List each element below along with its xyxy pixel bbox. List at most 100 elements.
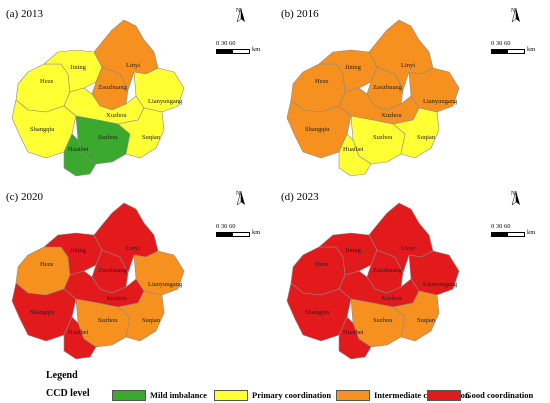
city-label-lianyungang: Lianyungang bbox=[148, 281, 183, 288]
region-suqian bbox=[392, 107, 440, 159]
legend-item-intermediate: Intermediate coordination bbox=[336, 389, 470, 401]
city-label-jining: Jining bbox=[345, 64, 361, 71]
scale-numbers: 0 30 60 bbox=[216, 40, 236, 47]
city-label-suzhou: Suzhou bbox=[373, 317, 393, 324]
city-label-huaibei: Huaibei bbox=[343, 329, 364, 336]
region-heze bbox=[290, 63, 346, 113]
city-label-zaozhuang: Zaozhuang bbox=[98, 267, 127, 274]
north-label: N bbox=[511, 8, 516, 14]
city-label-lianyungang: Lianyungang bbox=[423, 98, 458, 105]
legend-label-good: Good coordination bbox=[465, 390, 534, 400]
scale-unit: km bbox=[252, 46, 261, 53]
city-label-lianyungang: Lianyungang bbox=[148, 98, 183, 105]
region-map bbox=[11, 202, 185, 360]
city-label-suqian: Suqian bbox=[142, 317, 161, 324]
city-label-jining: Jining bbox=[70, 64, 86, 71]
region-linyi bbox=[93, 19, 159, 91]
city-label-xuzhou: Xuzhou bbox=[381, 112, 402, 119]
city-label-suqian: Suqian bbox=[417, 317, 436, 324]
legend-label-intermediate: Intermediate coordination bbox=[374, 390, 470, 400]
scale-numbers: 0 30 60 bbox=[491, 223, 511, 230]
north-arrow-icon: N bbox=[511, 8, 520, 23]
region-huaibei bbox=[338, 133, 372, 177]
legend-swatch-good bbox=[427, 389, 461, 401]
region-map bbox=[286, 202, 460, 360]
map-panel-2020: (c) 2020 Heze Jining Linyi Zaozhuang Lianyung… bbox=[0, 183, 275, 366]
city-label-linyi: Linyi bbox=[126, 245, 141, 252]
north-arrow-icon: N bbox=[236, 8, 245, 23]
north-arrow-shape bbox=[511, 8, 520, 23]
city-label-suqian: Suqian bbox=[417, 134, 436, 141]
legend-subtitle: CCD level bbox=[46, 388, 90, 399]
map-panel-2023: (d) 2023 Heze Jining Linyi Zaozhuang Lianyung… bbox=[275, 183, 550, 366]
region-lianyungang bbox=[133, 67, 185, 113]
north-label: N bbox=[236, 8, 241, 14]
panel-title: (d) 2023 bbox=[281, 191, 319, 203]
city-label-heze: Heze bbox=[40, 261, 54, 268]
legend-item-primary: Primary coordination bbox=[214, 389, 331, 401]
city-label-xuzhou: Xuzhou bbox=[106, 112, 127, 119]
region-linyi bbox=[368, 202, 434, 274]
panel-title: (b) 2016 bbox=[281, 8, 319, 20]
map-panel-2013: (a) 2013 Heze Jining Linyi Zaozhuang Lianyung… bbox=[0, 0, 275, 183]
city-label-heze: Heze bbox=[315, 261, 329, 268]
city-label-heze: Heze bbox=[315, 78, 329, 85]
legend-label-primary: Primary coordination bbox=[252, 390, 332, 400]
region-huaibei bbox=[338, 316, 372, 360]
map-panel-2016: (b) 2016 Heze Jining Linyi Zaozhuang Lianyung… bbox=[275, 0, 550, 183]
city-label-huaibei: Huaibei bbox=[68, 146, 89, 153]
city-label-zaozhuang: Zaozhuang bbox=[373, 84, 402, 91]
legend-label-mild: Mild imbalance bbox=[150, 390, 207, 400]
scale-unit: km bbox=[252, 229, 261, 236]
city-label-suzhou: Suzhou bbox=[98, 317, 118, 324]
region-huaibei bbox=[63, 133, 97, 177]
region-suqian bbox=[392, 290, 440, 342]
scale-bar bbox=[216, 49, 250, 54]
region-heze bbox=[290, 246, 346, 296]
scale-unit: km bbox=[527, 229, 536, 236]
region-lianyungang bbox=[408, 67, 460, 113]
city-label-linyi: Linyi bbox=[401, 62, 416, 69]
region-suqian bbox=[117, 107, 165, 159]
north-arrow-shape bbox=[236, 8, 245, 23]
region-heze bbox=[15, 246, 71, 296]
city-label-linyi: Linyi bbox=[126, 62, 141, 69]
scale-bar bbox=[216, 232, 250, 237]
north-arrow-shape bbox=[511, 191, 520, 206]
city-label-heze: Heze bbox=[40, 78, 54, 85]
region-lianyungang bbox=[133, 250, 185, 296]
region-map bbox=[286, 19, 460, 177]
panel-title: (c) 2020 bbox=[6, 191, 43, 203]
city-label-shangqiu: Shangqiu bbox=[305, 126, 330, 133]
legend-swatch-mild bbox=[112, 389, 146, 401]
region-suqian bbox=[117, 290, 165, 342]
city-label-jining: Jining bbox=[345, 247, 361, 254]
legend-item-good: Good coordination bbox=[427, 389, 533, 401]
region-linyi bbox=[93, 202, 159, 274]
city-label-jining: Jining bbox=[70, 247, 86, 254]
scale-bar bbox=[491, 49, 525, 54]
north-label: N bbox=[236, 191, 241, 197]
city-label-suzhou: Suzhou bbox=[98, 134, 118, 141]
region-map bbox=[11, 19, 185, 177]
legend-swatch-intermediate bbox=[336, 389, 370, 401]
city-label-huaibei: Huaibei bbox=[68, 329, 89, 336]
region-lianyungang bbox=[408, 250, 460, 296]
city-label-shangqiu: Shangqiu bbox=[30, 309, 55, 316]
city-label-shangqiu: Shangqiu bbox=[30, 126, 55, 133]
city-label-huaibei: Huaibei bbox=[343, 146, 364, 153]
panel-title: (a) 2013 bbox=[6, 8, 43, 20]
region-linyi bbox=[368, 19, 434, 91]
city-label-suqian: Suqian bbox=[142, 134, 161, 141]
legend-title: Legend bbox=[46, 370, 78, 381]
north-arrow-icon: N bbox=[511, 191, 520, 206]
region-huaibei bbox=[63, 316, 97, 360]
city-label-zaozhuang: Zaozhuang bbox=[98, 84, 127, 91]
city-label-linyi: Linyi bbox=[401, 245, 416, 252]
city-label-suzhou: Suzhou bbox=[373, 134, 393, 141]
city-label-xuzhou: Xuzhou bbox=[381, 295, 402, 302]
city-label-zaozhuang: Zaozhuang bbox=[373, 267, 402, 274]
city-label-xuzhou: Xuzhou bbox=[106, 295, 127, 302]
region-heze bbox=[15, 63, 71, 113]
north-arrow-shape bbox=[236, 191, 245, 206]
